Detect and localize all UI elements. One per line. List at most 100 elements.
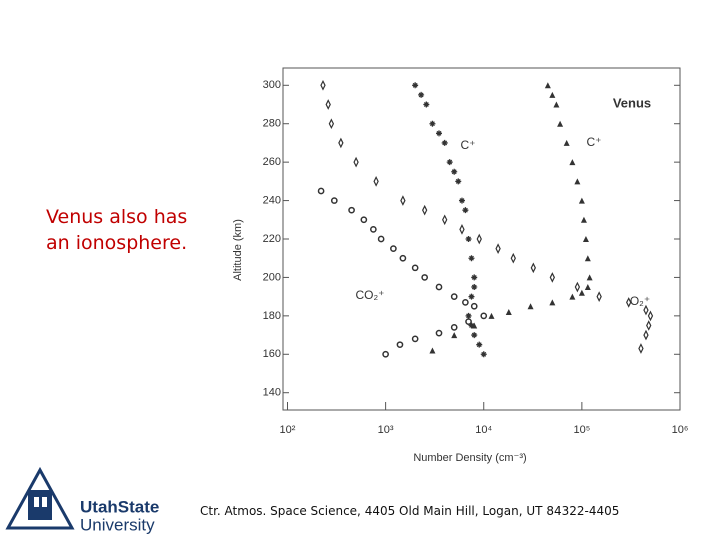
point [578,197,585,204]
point [421,274,429,281]
annotation: C⁺ [587,135,602,149]
point [330,197,338,204]
slide-text: Venus also has an ionosphere. [46,206,188,254]
point [338,137,344,149]
point [328,118,335,130]
point [465,318,472,325]
point [580,216,587,223]
point [320,79,326,91]
point [382,350,389,358]
annotation: O₂⁺ [630,294,650,308]
point [411,335,419,343]
point [468,322,475,329]
y-tick-label: 140 [263,387,281,399]
point [527,303,534,310]
point [317,187,325,195]
point [348,206,355,214]
point [557,120,564,127]
point [459,224,465,235]
point [471,284,478,291]
y-tick-label: 180 [263,310,281,322]
point [505,309,512,316]
point [563,139,570,146]
point [586,274,593,281]
point [451,168,458,175]
point [643,304,649,316]
point [574,178,581,185]
point [412,82,419,89]
point [462,207,469,214]
point [450,324,458,331]
point [360,216,368,224]
y-tick-label: 200 [263,271,281,283]
point [421,204,428,216]
point [465,312,472,319]
x-tick-label: 10⁴ [475,424,492,436]
logo-line1: UtahState [80,497,159,516]
point [480,351,487,358]
point [480,312,488,320]
point [451,332,458,339]
point [390,245,397,252]
point [325,99,331,110]
point [584,284,591,291]
point [418,91,425,98]
point [646,320,652,331]
point [626,297,632,308]
point [411,264,419,272]
point [549,272,556,283]
point [596,291,602,302]
point [468,255,475,262]
point [476,233,482,245]
point [471,332,478,339]
point [544,82,551,89]
y-tick-label: 240 [263,194,281,206]
point [436,130,443,137]
point [435,329,443,337]
point [441,139,448,146]
point [495,243,501,254]
point [429,347,436,354]
annotation: Venus [613,95,651,110]
y-tick-label: 260 [263,156,281,168]
annotation: CO₂⁺ [356,288,385,302]
point [400,195,406,206]
point [450,293,458,300]
point [647,310,654,322]
point [470,302,478,310]
point [471,274,478,281]
point [476,341,483,348]
point [468,293,475,300]
point [442,214,448,226]
point [396,341,404,349]
point [462,299,469,306]
point [569,159,576,166]
x-tick-label: 10⁶ [672,424,689,436]
point [638,343,644,354]
point [399,254,407,262]
point [553,101,560,108]
y-tick-label: 280 [263,118,281,130]
footer: Ctr. Atmos. Space Science, 4405 Old Main… [200,504,620,518]
point [429,120,436,127]
x-tick-label: 10⁵ [573,424,590,436]
point [549,299,556,306]
point [643,329,649,341]
point [488,312,495,319]
logo-line2: University [80,515,155,534]
point [584,255,591,262]
y-axis-label: Altitude (km) [232,219,244,281]
point [353,156,359,168]
y-tick-label: 160 [263,348,281,360]
point [574,281,581,293]
point [377,235,385,243]
x-tick-label: 10³ [378,424,394,436]
point [471,322,478,329]
point [455,178,462,185]
annotation: C⁺ [461,138,476,152]
point [373,176,379,187]
y-tick-label: 300 [263,79,281,91]
point [510,252,516,264]
x-tick-label: 10² [280,424,296,436]
